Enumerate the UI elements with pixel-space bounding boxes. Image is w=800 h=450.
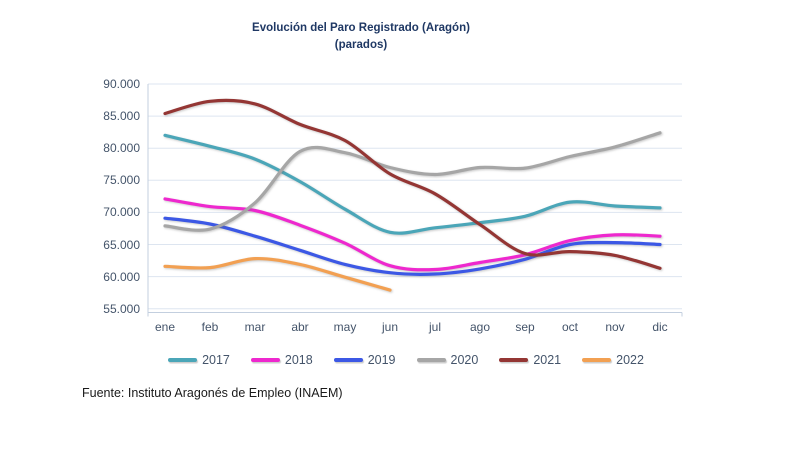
- legend-item-2022: 2022: [582, 353, 644, 367]
- source-note: Fuente: Instituto Aragonés de Empleo (IN…: [82, 386, 343, 400]
- x-tick-label: feb: [201, 320, 219, 334]
- legend-label-2019: 2019: [367, 353, 396, 367]
- y-tick-label: 55.000: [103, 301, 140, 316]
- legend-label-2017: 2017: [202, 353, 230, 367]
- legend-swatch-2022: [582, 358, 612, 362]
- y-tick-label: 90.000: [103, 77, 140, 91]
- legend-swatch-2021: [499, 358, 529, 362]
- x-tick-label: dic: [652, 320, 668, 334]
- legend-swatch-2020: [416, 358, 446, 362]
- legend-label-2020: 2020: [450, 353, 479, 367]
- x-tick-label: ene: [154, 320, 176, 334]
- legend-label-2022: 2022: [616, 353, 644, 367]
- legend-label-2018: 2018: [284, 353, 313, 367]
- legend-swatch-2019: [333, 358, 363, 362]
- chart-title: Evolución del Paro Registrado (Aragón) (…: [61, 20, 661, 54]
- x-tick-label: abr: [291, 320, 309, 334]
- x-tick-label: nov: [605, 320, 625, 334]
- legend-item-2019: 2019: [333, 353, 396, 367]
- y-tick-label: 80.000: [103, 141, 140, 156]
- series-line-2020: [163, 131, 662, 232]
- y-tick-label: 60.000: [103, 269, 140, 284]
- x-tick-label: jul: [428, 320, 441, 334]
- chart-title-line1: Evolución del Paro Registrado (Aragón): [252, 22, 470, 34]
- legend-item-2020: 2020: [416, 353, 479, 367]
- legend-item-2018: 2018: [250, 353, 313, 367]
- series-line-2017: [163, 133, 662, 235]
- series-line-2022: [163, 256, 392, 292]
- x-tick-label: mar: [244, 320, 266, 334]
- legend-swatch-2018: [250, 358, 280, 362]
- y-tick-label: 75.000: [103, 173, 140, 188]
- series-line-2021: [163, 98, 662, 270]
- legend-item-2021: 2021: [499, 353, 561, 367]
- x-tick-label: ago: [469, 320, 491, 334]
- x-tick-label: jun: [381, 320, 398, 334]
- y-tick-label: 85.000: [103, 109, 140, 124]
- legend-item-2017: 2017: [168, 353, 230, 367]
- y-tick-label: 65.000: [103, 237, 140, 252]
- x-tick-label: sep: [515, 320, 535, 334]
- x-tick-label: oct: [561, 320, 578, 334]
- chart-title-line2: (parados): [334, 39, 388, 51]
- legend-swatch-2017: [168, 358, 198, 362]
- legend-label-2021: 2021: [533, 353, 562, 367]
- y-tick-label: 70.000: [103, 205, 140, 220]
- series-line-2019: [163, 216, 662, 276]
- series-line-2018: [163, 197, 662, 272]
- chart-legend: 2017 2018 2019 2020 2021 2022: [6, 353, 800, 367]
- x-tick-label: may: [333, 320, 357, 334]
